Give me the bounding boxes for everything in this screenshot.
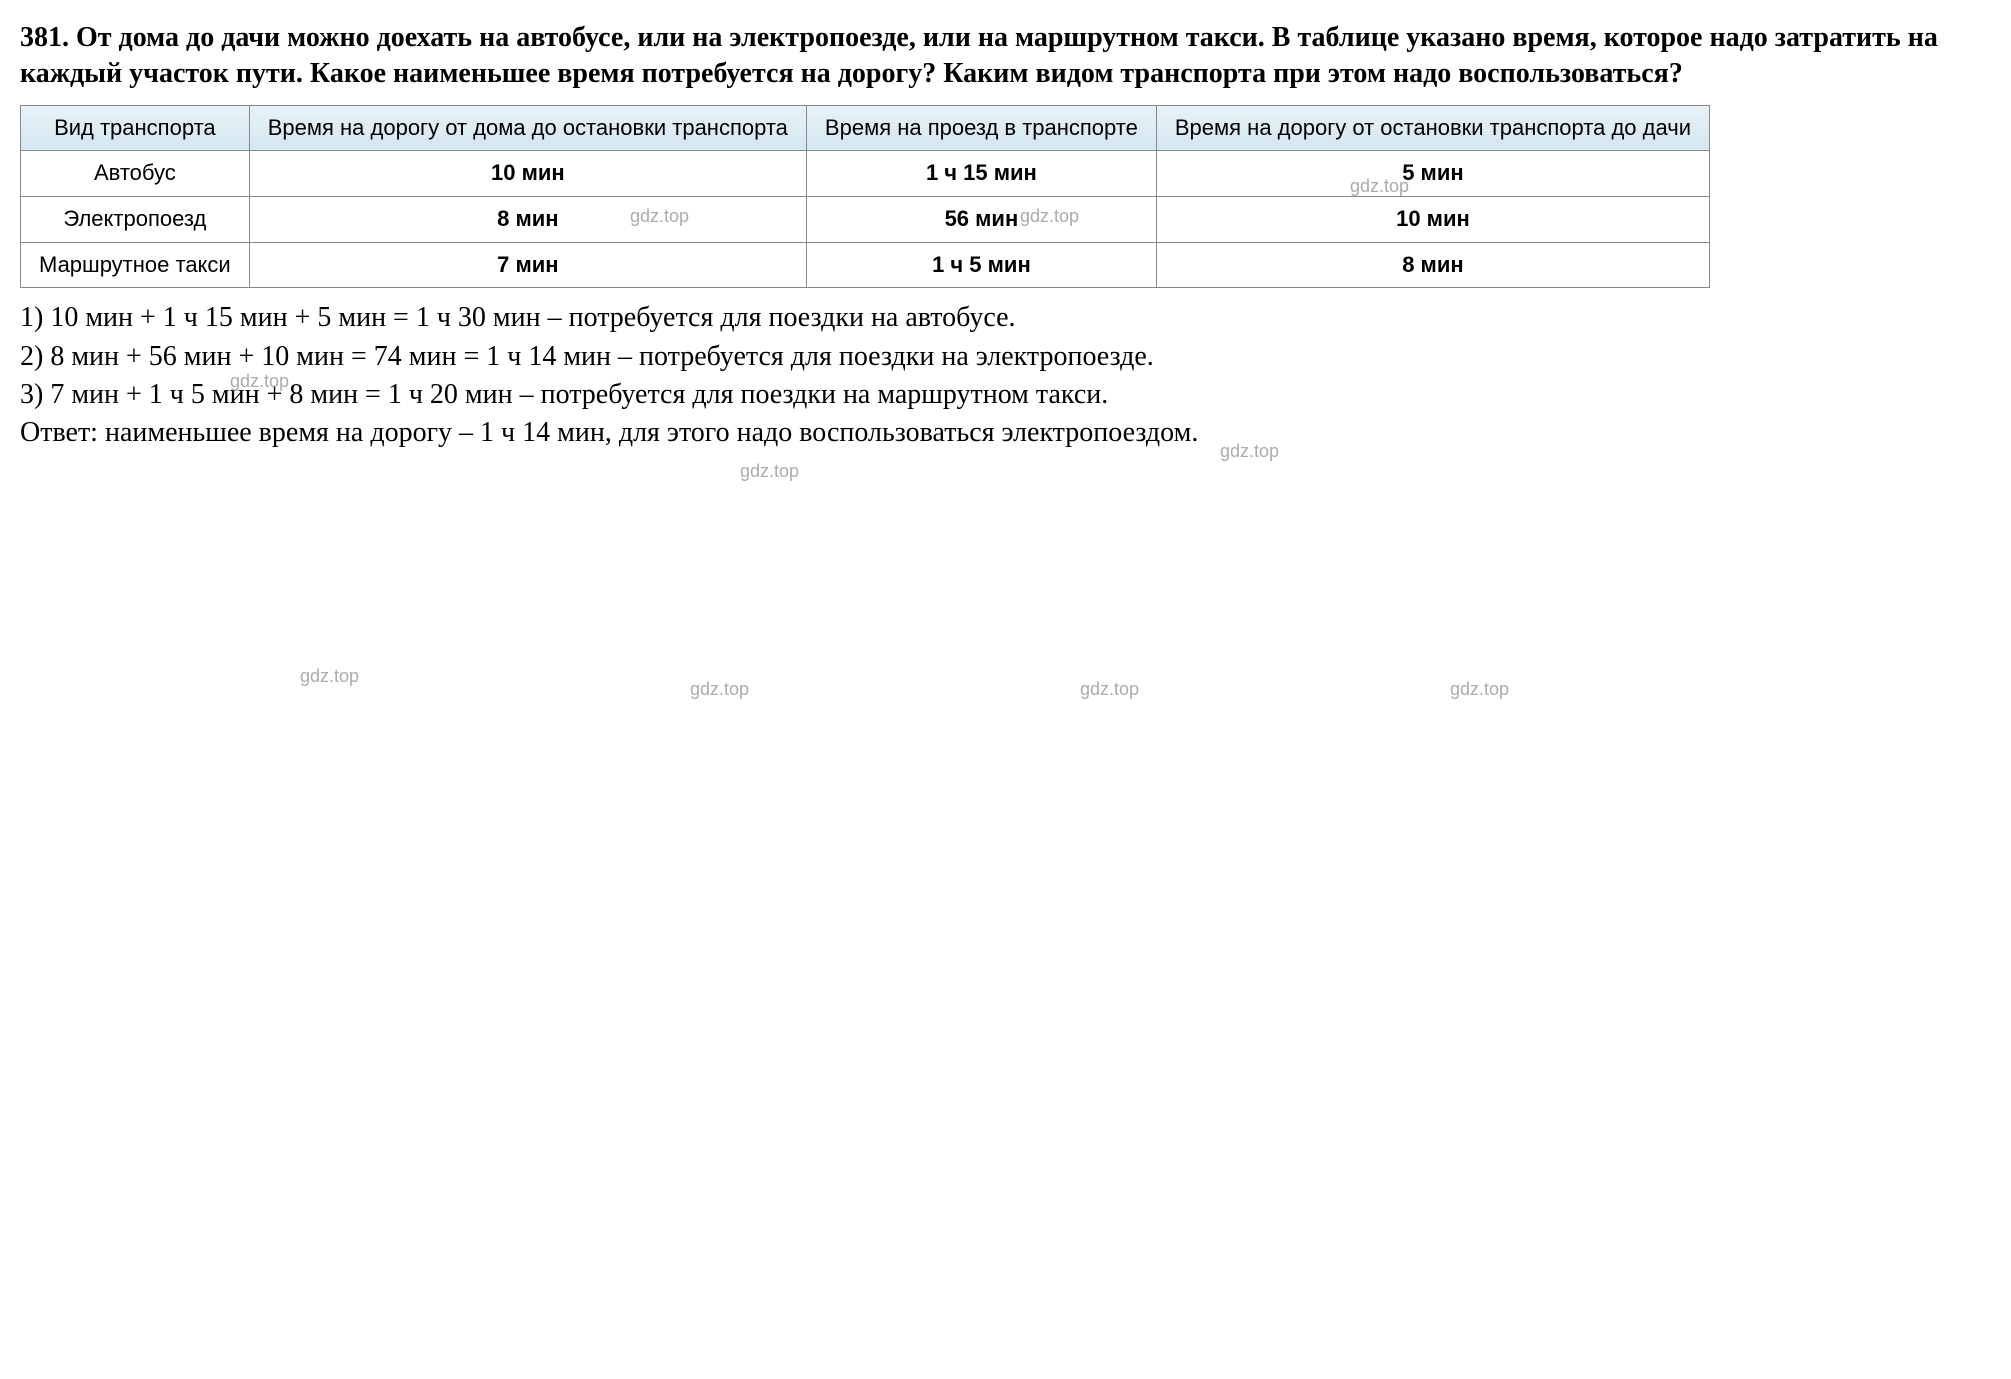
table-header-to-stop: Время на дорогу от дома до остановки тра… <box>249 105 806 151</box>
solution-line-3: 3) 7 мин + 1 ч 5 мин + 8 мин = 1 ч 20 ми… <box>20 377 1991 413</box>
table-header-row: Вид транспорта Время на дорогу от дома д… <box>21 105 1710 151</box>
table-row: Автобус 10 мин 1 ч 15 мин 5 мин <box>21 151 1710 197</box>
table-header-in-transport: Время на проезд в транспорте <box>806 105 1156 151</box>
problem-body: От дома до дачи можно доехать на автобус… <box>20 22 1938 89</box>
problem-statement: 381. От дома до дачи можно доехать на ав… <box>20 20 1991 93</box>
row-label-bus: Автобус <box>21 151 250 197</box>
table-row: Электропоезд 8 мин 56 мин 10 мин <box>21 196 1710 242</box>
transport-table: Вид транспорта Время на дорогу от дома д… <box>20 105 1710 288</box>
cell-train-to-stop: 8 мин <box>249 196 806 242</box>
cell-train-from-stop: 10 мин <box>1156 196 1709 242</box>
cell-bus-to-stop: 10 мин <box>249 151 806 197</box>
cell-taxi-in: 1 ч 5 мин <box>806 242 1156 288</box>
solution-block: 1) 10 мин + 1 ч 15 мин + 5 мин = 1 ч 30 … <box>20 300 1991 452</box>
solution-answer: Ответ: наименьшее время на дорогу – 1 ч … <box>20 415 1991 451</box>
cell-bus-from-stop: 5 мин <box>1156 151 1709 197</box>
cell-train-in: 56 мин <box>806 196 1156 242</box>
row-label-train: Электропоезд <box>21 196 250 242</box>
cell-taxi-to-stop: 7 мин <box>249 242 806 288</box>
table-header-from-stop: Время на дорогу от остановки транспорта … <box>1156 105 1709 151</box>
cell-taxi-from-stop: 8 мин <box>1156 242 1709 288</box>
solution-line-2: 2) 8 мин + 56 мин + 10 мин = 74 мин = 1 … <box>20 339 1991 375</box>
table-row: Маршрутное такси 7 мин 1 ч 5 мин 8 мин <box>21 242 1710 288</box>
watermark-text: gdz.top <box>690 678 749 701</box>
problem-number: 381. <box>20 22 69 53</box>
cell-bus-in: 1 ч 15 мин <box>806 151 1156 197</box>
table-header-transport: Вид транспорта <box>21 105 250 151</box>
solution-line-1: 1) 10 мин + 1 ч 15 мин + 5 мин = 1 ч 30 … <box>20 300 1991 336</box>
row-label-taxi: Маршрутное такси <box>21 242 250 288</box>
watermark-text: gdz.top <box>300 665 359 688</box>
watermark-text: gdz.top <box>740 460 799 483</box>
watermark-text: gdz.top <box>1080 678 1139 701</box>
watermark-text: gdz.top <box>1450 678 1509 701</box>
